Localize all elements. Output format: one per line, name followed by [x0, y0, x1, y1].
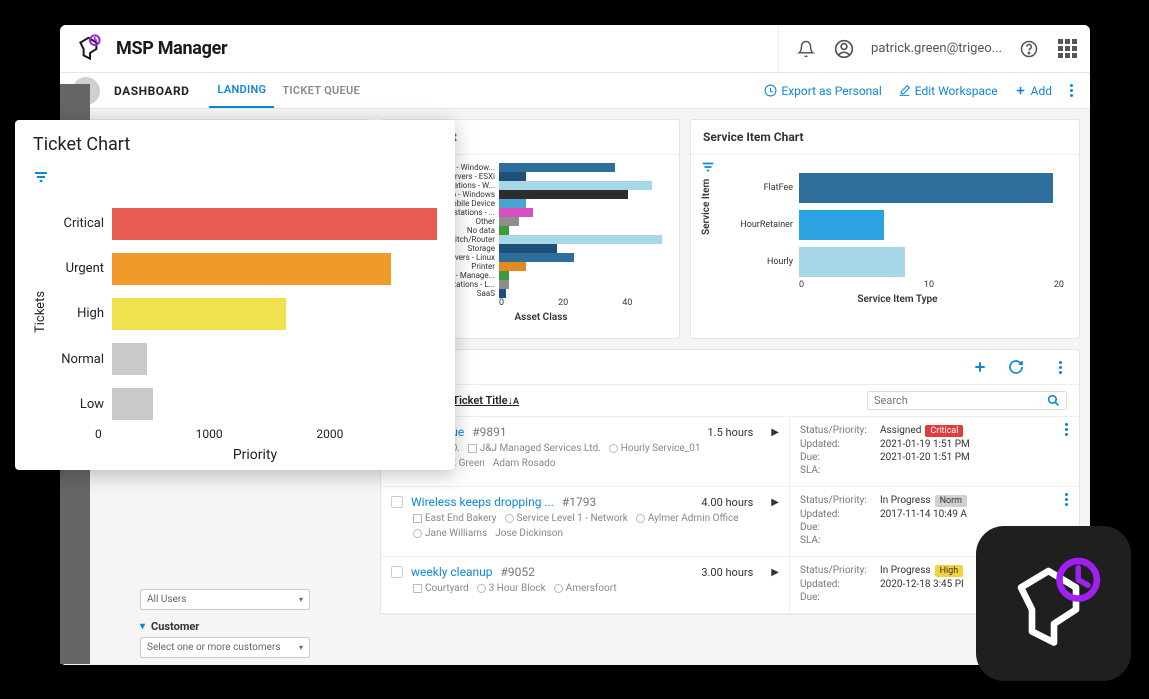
users-select[interactable]: All Users▾	[140, 589, 310, 610]
customer-label: Customer	[151, 620, 199, 633]
user-icon[interactable]	[833, 38, 855, 60]
search-input[interactable]	[874, 394, 1043, 407]
ticket-ylabel: Tickets	[33, 197, 48, 427]
ticket-chart-title: Ticket Chart	[33, 134, 437, 155]
ticket-hours: 1.5 hours	[708, 426, 754, 439]
refresh-icon[interactable]	[1005, 356, 1027, 378]
ticket-row: Wireless keeps dropping ... #1793 4.00 hou…	[381, 487, 1079, 557]
ticket-list-card: 3 Sort by: Ticket Title↓A disk issue#989…	[380, 349, 1080, 615]
bell-icon[interactable]	[795, 38, 817, 60]
ticket-chart-bar: Critical	[54, 206, 437, 242]
search-box[interactable]	[867, 391, 1067, 410]
app-logo	[72, 31, 108, 67]
list-more-icon[interactable]	[1053, 361, 1067, 374]
ticket-hours: 3.00 hours	[701, 566, 753, 579]
expand-icon[interactable]: ▶	[771, 427, 779, 438]
ticket-row: disk issue#98911.5 hours▶ing LTD.J&J Man…	[381, 417, 1079, 487]
add-action[interactable]: Add	[1014, 84, 1052, 98]
secondbar: DASHBOARD LANDING TICKET QUEUE Export as…	[60, 73, 1090, 109]
ticket-hours: 4.00 hours	[701, 496, 753, 509]
ticket-more-icon[interactable]	[1059, 423, 1073, 436]
ticket-checkbox[interactable]	[391, 496, 403, 508]
ticket-chart-popup: Ticket Chart Tickets Critical Urgent High N…	[15, 120, 455, 470]
app-icon-float	[976, 526, 1131, 681]
ticket-chart-bar: Low	[54, 386, 437, 422]
export-action[interactable]: Export as Personal	[764, 84, 881, 98]
service-xlabel: Service Item Type	[731, 294, 1064, 305]
ticket-title-link[interactable]: Wireless keeps dropping ...	[411, 495, 554, 509]
ticket-chart-bar: High	[54, 296, 437, 332]
service-chart-card: Service Item Chart Service Item FlatFee H…	[690, 119, 1080, 339]
export-label: Export as Personal	[781, 84, 881, 98]
add-label: Add	[1031, 84, 1052, 98]
ticket-row: weekly cleanup#90523.00 hours▶Courtyard3…	[381, 557, 1079, 614]
tab-ticket-queue[interactable]: TICKET QUEUE	[274, 73, 368, 108]
ticket-chart-bar: Normal	[54, 341, 437, 377]
ticket-title-link[interactable]: weekly cleanup	[411, 565, 492, 579]
edit-label: Edit Workspace	[915, 84, 998, 98]
app-title: MSP Manager	[116, 38, 227, 59]
service-chart-bar: FlatFee	[731, 173, 1064, 203]
expand-icon[interactable]: ▶	[771, 567, 779, 578]
edit-workspace-action[interactable]: Edit Workspace	[898, 84, 998, 98]
topbar: MSP Manager patrick.green@trigeo...	[60, 25, 1090, 73]
ticket-xlabel: Priority	[73, 447, 437, 463]
ticket-id: #9052	[500, 565, 534, 579]
add-ticket-icon[interactable]	[969, 356, 991, 378]
expand-icon[interactable]: ▶	[771, 497, 779, 508]
ticket-id: #1793	[562, 495, 596, 509]
sort-value[interactable]: Ticket Title↓A	[452, 394, 519, 407]
help-icon[interactable]	[1018, 38, 1040, 60]
ticket-more-icon[interactable]	[1059, 493, 1073, 506]
more-actions-icon[interactable]	[1064, 84, 1078, 97]
customer-select[interactable]: Select one or more customers▾	[140, 637, 310, 658]
service-chart-bar: Hourly	[731, 247, 1064, 277]
service-chart-bar: HourRetainer	[731, 210, 1064, 240]
filters-panel: All Users▾ ▾Customer Select one or more …	[140, 589, 310, 665]
user-email[interactable]: patrick.green@trigeo...	[871, 41, 1002, 56]
ticket-checkbox[interactable]	[391, 566, 403, 578]
service-ylabel: Service Item	[701, 179, 712, 235]
filter-icon[interactable]	[33, 169, 49, 185]
service-chart-title: Service Item Chart	[691, 120, 1079, 155]
apps-grid-icon[interactable]	[1056, 38, 1078, 60]
section-title: DASHBOARD	[114, 84, 189, 98]
ticket-id: #9891	[472, 425, 506, 439]
search-icon[interactable]	[1047, 394, 1060, 407]
ticket-chart-bar: Urgent	[54, 251, 437, 287]
tab-landing[interactable]: LANDING	[209, 73, 274, 108]
